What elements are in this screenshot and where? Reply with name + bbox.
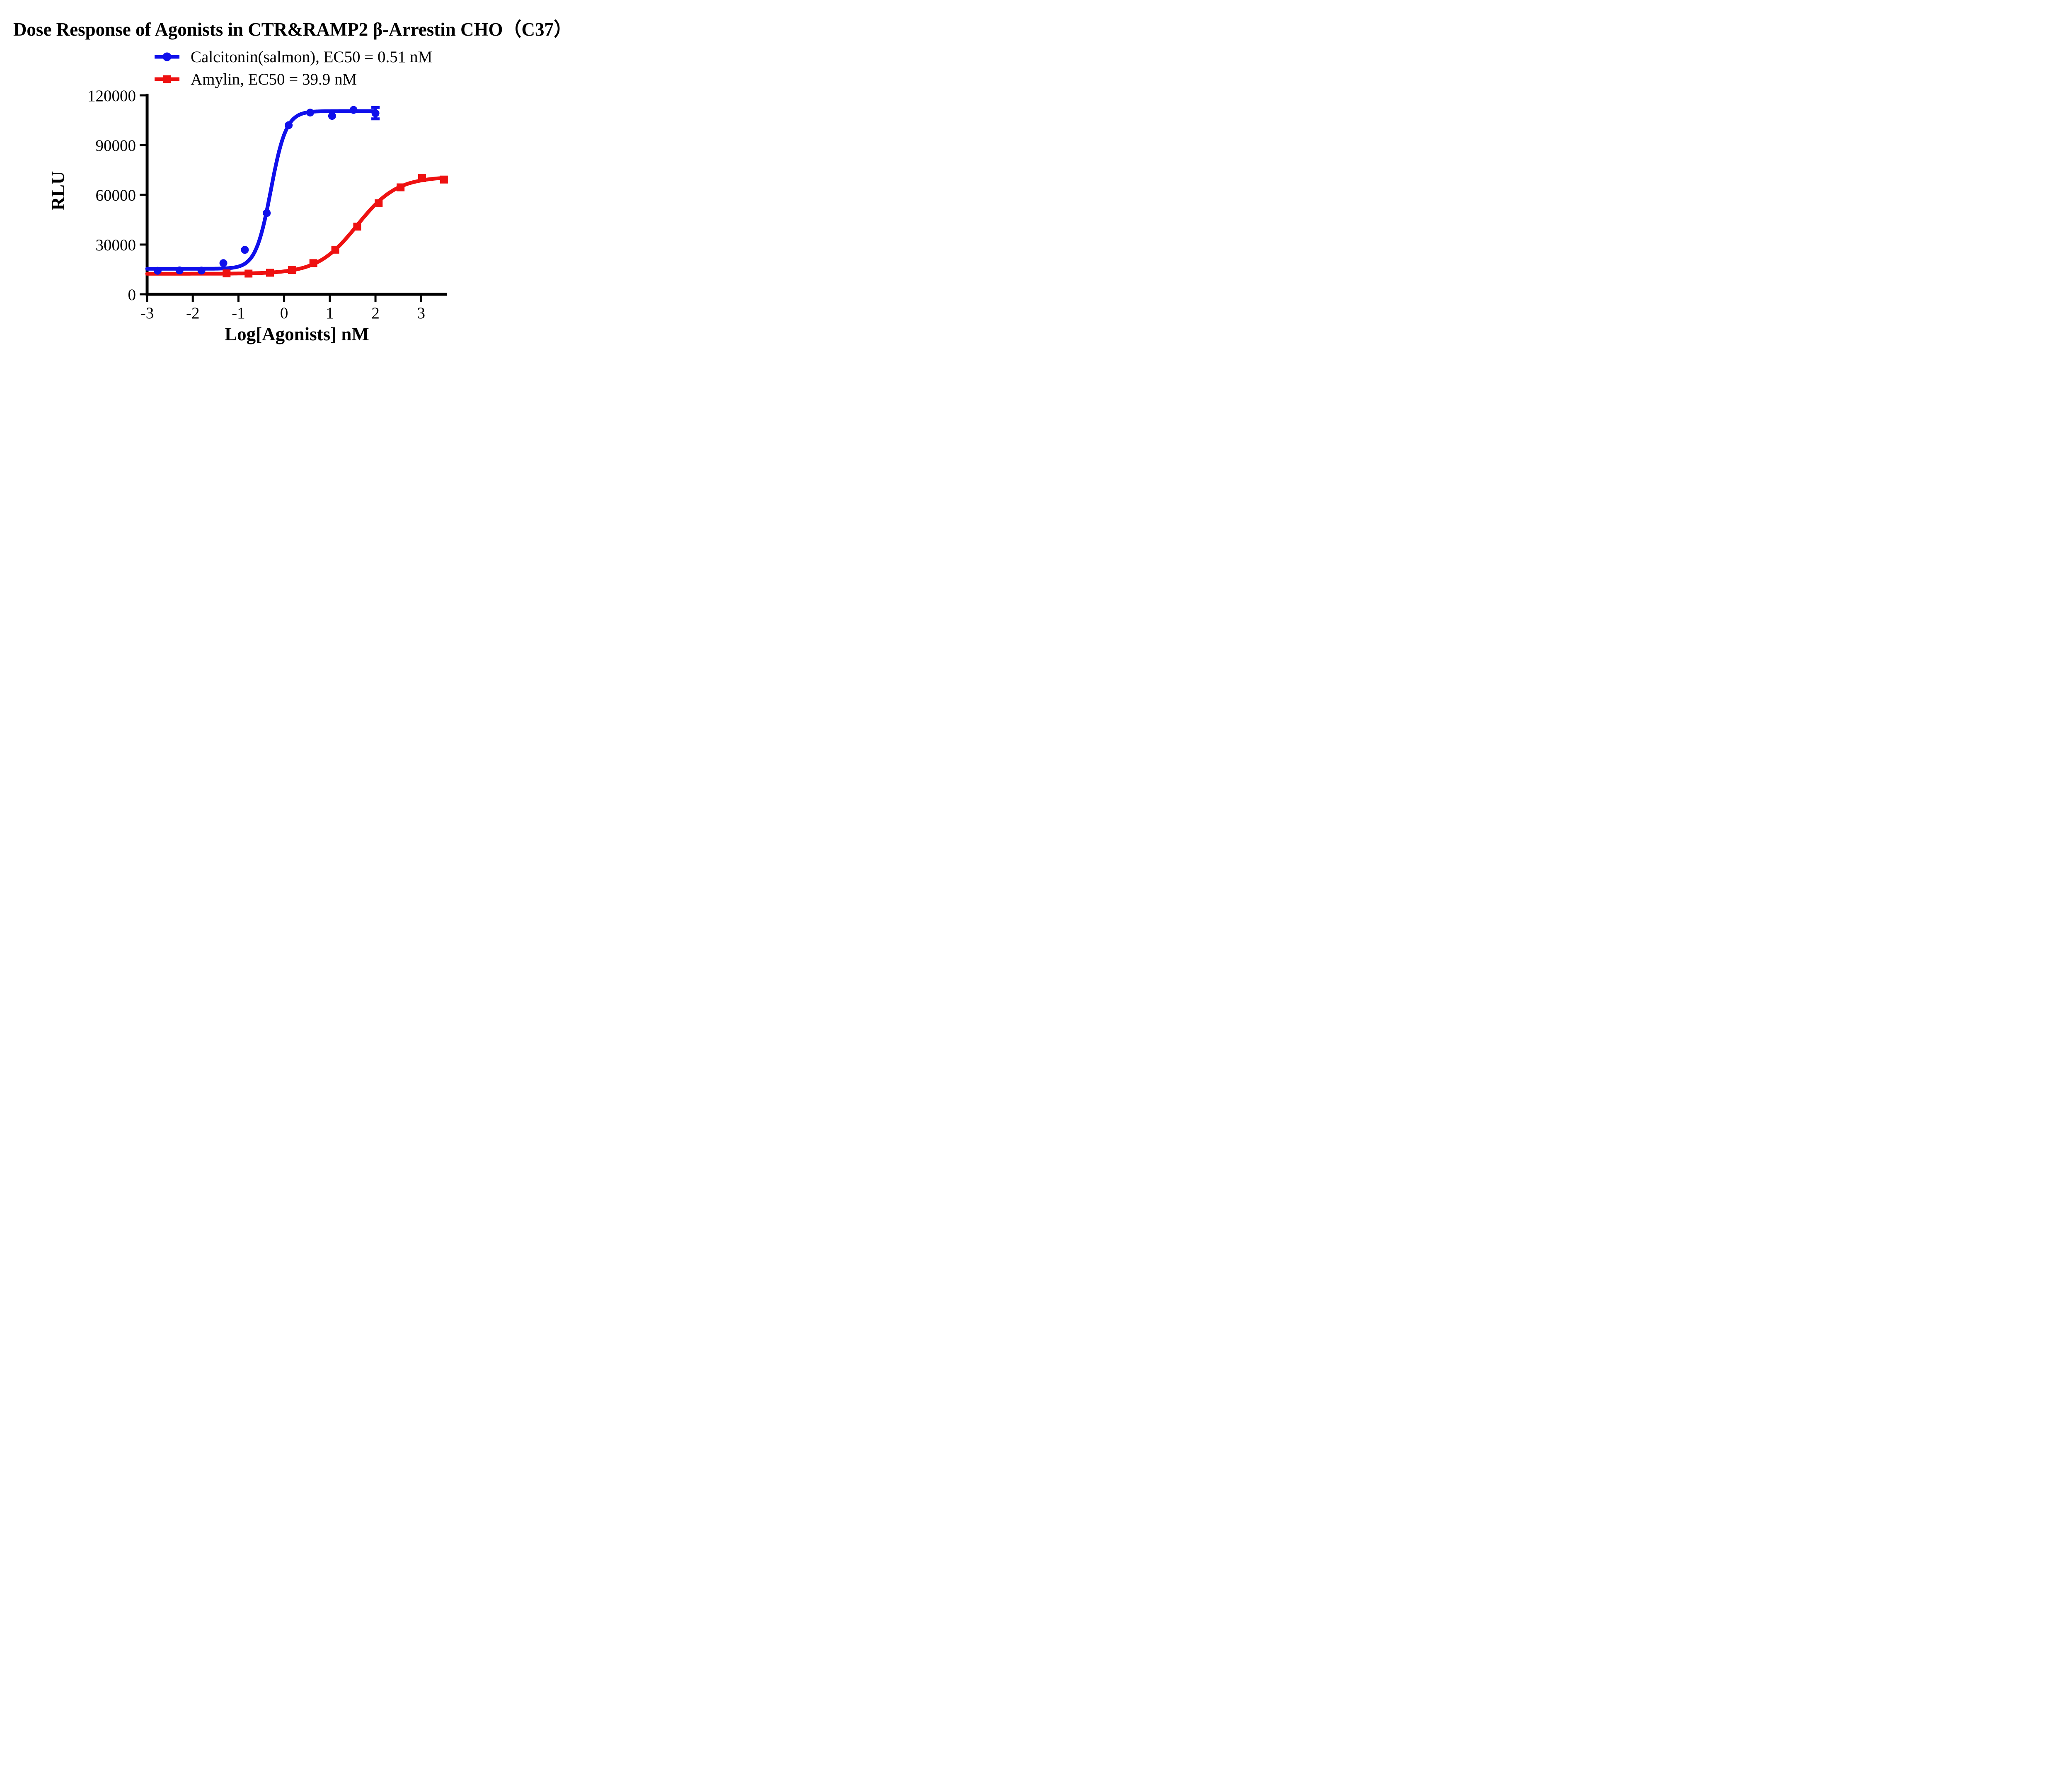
amylin-point [244, 269, 253, 278]
calcitonin-point [153, 267, 162, 275]
x-tick-label: 0 [280, 304, 288, 322]
x-tick-label: -3 [140, 304, 154, 322]
x-tick-label: 3 [417, 304, 426, 322]
x-axis-title: Log[Agonists] nM [225, 324, 369, 344]
x-tick-label: -2 [186, 304, 200, 322]
y-tick-label: 120000 [87, 87, 136, 105]
calcitonin-point [306, 109, 314, 117]
chart: Dose Response of Agonists in CTR&RAMP2 β… [0, 0, 586, 357]
x-tick-label: 1 [326, 304, 334, 322]
amylin-point [440, 175, 448, 184]
amylin-curve [145, 176, 446, 276]
calcitonin-point [285, 121, 293, 129]
legend-item-amylin: Amylin, EC50 = 39.9 nM [153, 68, 432, 90]
calcitonin-point [371, 109, 380, 117]
amylin-point [223, 269, 231, 278]
chart-title: Dose Response of Agonists in CTR&RAMP2 β… [13, 19, 573, 40]
amylin-point [375, 199, 383, 207]
y-tick-label: 90000 [96, 137, 136, 155]
amylin-point [288, 266, 296, 274]
amylin-legend-square [163, 75, 171, 83]
calcitonin-legend-circle [162, 52, 172, 61]
calcitonin-point [241, 246, 249, 254]
calcitonin-point [175, 266, 184, 274]
calcitonin-point [263, 209, 271, 217]
calcitonin-point [219, 259, 228, 267]
amylin-marker-icon [155, 75, 179, 83]
calcitonin-point [328, 112, 336, 120]
amylin-point [397, 183, 405, 191]
y-tick-label: 30000 [96, 236, 136, 254]
legend-label-calcitonin: Calcitonin(salmon), EC50 = 0.51 nM [191, 48, 433, 66]
calcitonin-marker-icon [155, 52, 179, 61]
y-tick-label: 0 [128, 286, 136, 304]
calcitonin-point [349, 106, 358, 114]
x-tick-label: 2 [371, 304, 380, 322]
legend: Calcitonin(salmon), EC50 = 0.51 nM Amyli… [153, 46, 432, 90]
legend-label-amylin: Amylin, EC50 = 39.9 nM [191, 70, 357, 88]
calcitonin-point [197, 267, 206, 275]
y-tick-label: 60000 [96, 187, 136, 204]
amylin-point [418, 174, 426, 182]
legend-item-calcitonin: Calcitonin(salmon), EC50 = 0.51 nM [153, 46, 432, 68]
plot-area: 0 30000 60000 90000 120000 -3 -2 -1 0 1 2 3 [87, 87, 448, 322]
amylin-point [266, 269, 274, 277]
amylin-point [309, 259, 317, 267]
x-tick-label: -1 [232, 304, 245, 322]
amylin-point [331, 245, 339, 254]
calcitonin-curve [145, 109, 378, 271]
amylin-point [353, 223, 361, 231]
